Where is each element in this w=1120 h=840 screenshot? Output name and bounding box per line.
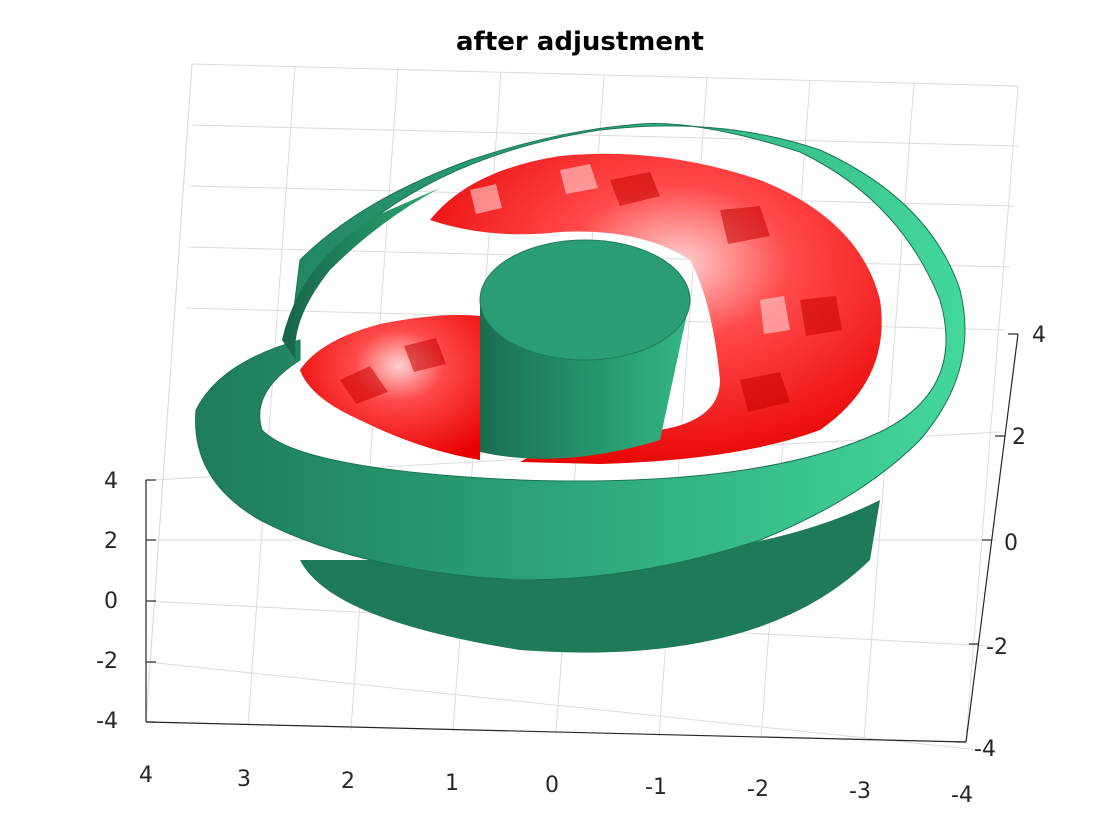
x-tick-label: 1 — [445, 771, 459, 796]
spiral-inner-wall — [282, 188, 440, 360]
y-tick-label: 4 — [1032, 323, 1046, 348]
y-tick-label: -2 — [986, 635, 1008, 660]
central-cylinder-top — [479, 239, 691, 361]
z-tick-label: -4 — [96, 709, 118, 734]
outer-spiral-surface — [195, 123, 966, 581]
y-tick-labels: 4 2 0 -2 -4 — [974, 323, 1046, 762]
y-tick-label: 2 — [1012, 425, 1026, 450]
y-tick-label: 0 — [1004, 531, 1018, 556]
x-tick-labels: 4 3 2 1 0 -1 -2 -3 -4 — [139, 763, 973, 808]
x-tick-label: 4 — [139, 763, 153, 788]
z-tick-label: 2 — [104, 529, 118, 554]
x-tick-label: 3 — [237, 767, 251, 792]
tick-marks — [146, 333, 1018, 743]
z-tick-label: 0 — [104, 589, 118, 614]
x-tick-label: -1 — [645, 775, 667, 800]
chart-title: after adjustment — [456, 27, 704, 57]
x-tick-label: 0 — [545, 773, 559, 798]
inner-red-surface-left — [300, 315, 480, 460]
y-tick-label: -4 — [974, 737, 996, 762]
x-tick-label: -4 — [951, 783, 973, 808]
x-tick-label: -2 — [747, 777, 769, 802]
z-tick-label: -2 — [96, 649, 118, 674]
x-tick-label: 2 — [341, 769, 355, 794]
red-surface-facets — [340, 172, 842, 412]
red-surface-highlights — [470, 164, 790, 334]
z-tick-labels: 4 2 0 -2 -4 — [96, 469, 118, 734]
x-tick-label: -3 — [849, 779, 871, 804]
z-tick-label: 4 — [104, 469, 118, 494]
